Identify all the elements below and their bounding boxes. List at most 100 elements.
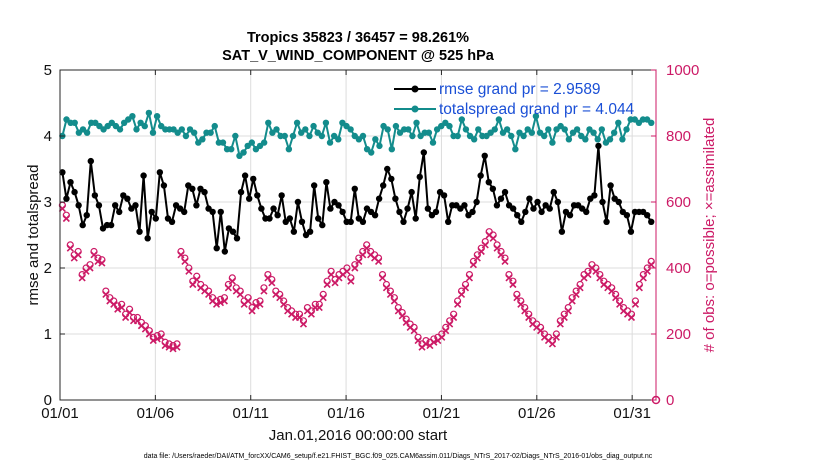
assimilated-stroke: [205, 290, 213, 298]
totalspread-point: [273, 126, 280, 133]
assimilated-stroke: [236, 290, 244, 298]
assimilated-stroke: [564, 307, 572, 315]
totalspread-point: [503, 126, 511, 133]
rmse-point: [193, 202, 200, 209]
x-tick-label: 01/31: [613, 405, 651, 422]
assimilated-point: [560, 313, 568, 322]
rmse-point: [95, 202, 103, 209]
rmse-point: [388, 175, 395, 183]
assimilated-point: [256, 300, 264, 308]
rmse-point: [485, 179, 492, 186]
assimilated-point: [446, 320, 454, 328]
assimilated-stroke: [220, 297, 228, 305]
assimilated-stroke: [173, 343, 181, 351]
totalspread-point: [495, 116, 503, 123]
rmse-point: [319, 221, 326, 229]
totalspread-point: [454, 132, 461, 140]
rmse-point: [481, 152, 488, 159]
totalspread-point: [598, 126, 606, 133]
assimilated-point: [473, 254, 481, 262]
rmse-point: [306, 228, 314, 235]
assimilated-stroke: [94, 257, 102, 265]
assimilated-point: [315, 304, 323, 312]
assimilated-stroke: [406, 323, 414, 331]
assimilated-stroke: [635, 284, 643, 292]
assimilated-point: [616, 300, 624, 308]
assimilated-point: [410, 327, 418, 335]
rmse-point: [404, 205, 411, 212]
rmse-point: [489, 185, 497, 192]
assimilated-stroke: [260, 287, 268, 295]
totalspread-point: [310, 122, 317, 130]
y2-tick-label: 600: [666, 194, 691, 211]
y2-axis-label: # of obs: o=possible; ×=assimilated: [701, 118, 718, 353]
assimilated-point: [378, 274, 387, 282]
rmse-point: [310, 182, 318, 189]
assimilated-stroke: [616, 300, 624, 308]
totalspread-point: [149, 129, 157, 136]
assimilated-point: [66, 244, 74, 252]
rmse-point: [347, 218, 354, 225]
assimilated-stroke: [272, 290, 280, 298]
rmse-point: [623, 212, 631, 219]
assimilated-stroke: [540, 333, 549, 341]
assimilated-point: [612, 294, 620, 302]
rmse-point: [522, 208, 529, 216]
rmse-point: [270, 205, 277, 212]
assimilated-point: [181, 257, 189, 265]
assimilated-stroke: [537, 327, 545, 335]
assimilated-stroke: [280, 300, 288, 308]
assimilated-point: [276, 294, 284, 302]
rmse-point: [420, 149, 428, 156]
rmse-point: [400, 218, 407, 225]
assimilated-point: [374, 257, 383, 265]
rmse-point: [384, 165, 391, 173]
assimilated-stroke: [185, 267, 193, 275]
assimilated-stroke: [623, 310, 632, 318]
totalspread-point: [582, 136, 589, 143]
rmse-point: [298, 218, 306, 225]
assimilated-stroke: [560, 313, 568, 322]
assimilated-stroke: [149, 337, 157, 345]
assimilated-stroke: [576, 284, 584, 292]
assimilated-stroke: [612, 294, 620, 302]
rmse-point: [63, 195, 70, 202]
rmse-point: [351, 185, 358, 192]
rmse-point: [558, 228, 566, 235]
rmse-point: [509, 205, 517, 212]
assimilated-stroke: [556, 320, 564, 328]
rmse-point: [583, 208, 590, 216]
rmse-point: [396, 208, 403, 216]
assimilated-stroke: [529, 320, 537, 328]
rmse-point: [371, 212, 379, 219]
assimilated-point: [454, 300, 462, 308]
assimilated-point: [363, 244, 371, 252]
assimilated-stroke: [347, 277, 355, 285]
assimilated-stroke: [177, 251, 185, 259]
assimilated-stroke: [509, 280, 517, 289]
totalspread-point: [508, 132, 515, 140]
assimilated-point: [173, 343, 181, 351]
assimilated-point: [647, 261, 655, 269]
rmse-point: [412, 215, 419, 222]
totalspread-point: [648, 119, 655, 127]
assimilated-point: [359, 251, 367, 259]
assimilated-stroke: [446, 320, 454, 328]
rmse-point: [201, 188, 208, 196]
legend-rmse-label: rmse grand pr = 2.9589: [439, 81, 601, 98]
assimilated-point: [327, 271, 335, 279]
totalspread-point: [615, 119, 622, 127]
rmse-point: [591, 192, 598, 199]
totalspread-point: [289, 132, 297, 140]
rmse-point: [168, 218, 176, 225]
assimilated-stroke: [493, 244, 501, 252]
totalspread-point: [207, 129, 214, 136]
rmse-point: [294, 198, 302, 206]
rmse-point: [213, 245, 220, 252]
assimilated-stroke: [371, 254, 379, 262]
rmse-point: [473, 198, 480, 206]
assimilated-stroke: [473, 254, 481, 262]
assimilated-point: [157, 333, 165, 341]
rmse-point: [375, 195, 383, 202]
